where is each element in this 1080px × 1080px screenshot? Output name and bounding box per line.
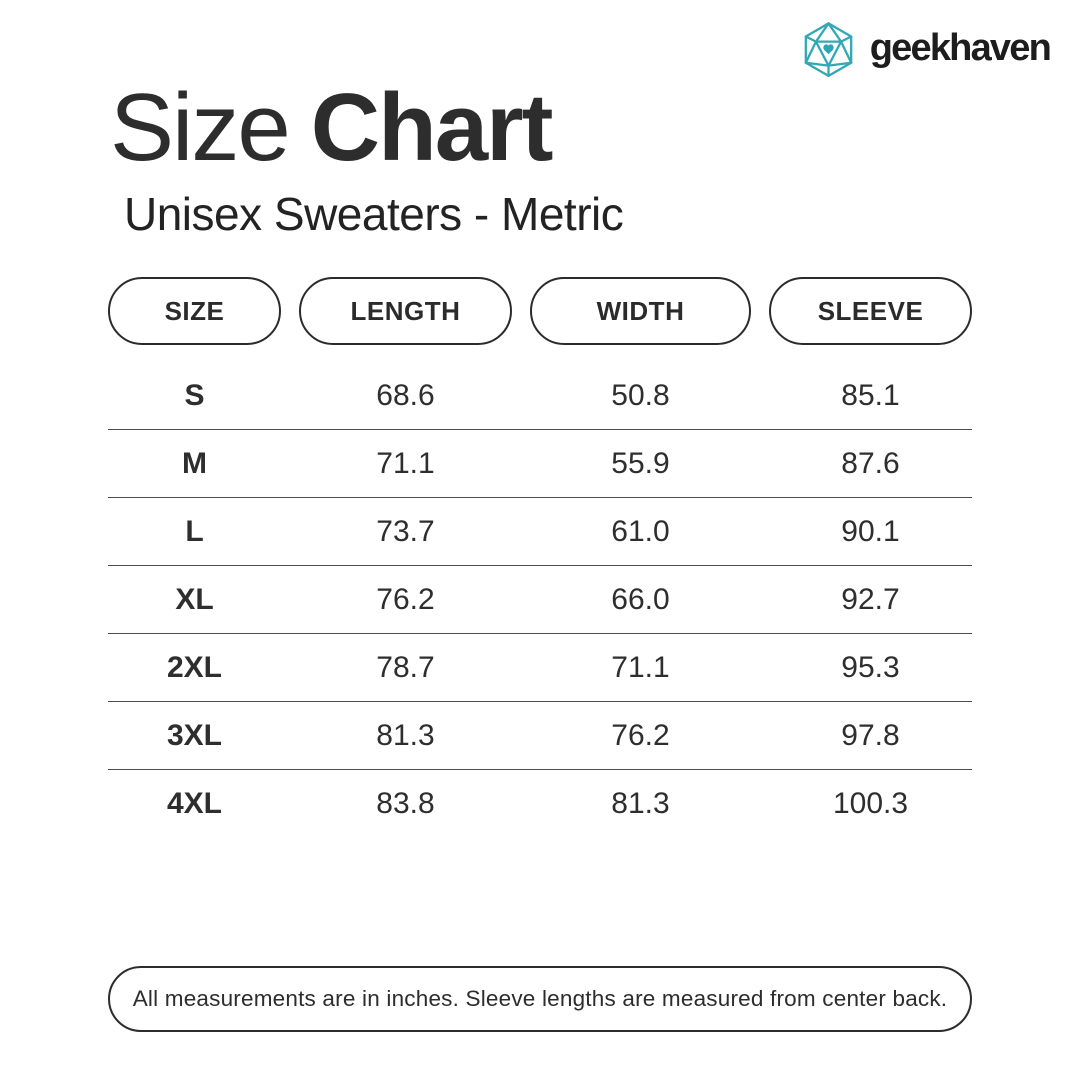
- header-pill-length: LENGTH: [299, 277, 512, 345]
- cell-length: 76.2: [376, 582, 435, 616]
- table-row: XL 76.2 66.0 92.7: [108, 566, 972, 634]
- table-row: 2XL 78.7 71.1 95.3: [108, 634, 972, 702]
- header-pill-size: SIZE: [108, 277, 281, 345]
- page-title-bold: Chart: [310, 74, 554, 181]
- cell-length: 68.6: [376, 378, 435, 412]
- cell-length: 81.3: [376, 718, 435, 752]
- table-body: S 68.6 50.8 85.1 M 71.1 55.9 87.6 L 73.7…: [108, 362, 972, 838]
- cell-sleeve: 87.6: [841, 446, 900, 480]
- cell-size: 3XL: [166, 718, 223, 752]
- cell-width: 66.0: [611, 582, 670, 616]
- table-header-row: SIZE LENGTH WIDTH SLEEVE: [108, 277, 972, 345]
- cell-width: 55.9: [611, 446, 670, 480]
- table-row: 4XL 83.8 81.3 100.3: [108, 770, 972, 838]
- cell-width: 50.8: [611, 378, 670, 412]
- cell-sleeve: 100.3: [832, 787, 909, 820]
- table-row: 3XL 81.3 76.2 97.8: [108, 702, 972, 770]
- cell-size: S: [184, 378, 205, 412]
- brand-name: geekhaven: [869, 27, 1052, 69]
- cell-size: 4XL: [166, 787, 223, 820]
- d20-heart-icon: [804, 22, 853, 77]
- table-row: M 71.1 55.9 87.6: [108, 430, 972, 498]
- page-title: Size Chart: [110, 77, 623, 179]
- cell-size: XL: [175, 582, 214, 616]
- cell-length: 83.8: [376, 787, 435, 820]
- cell-length: 73.7: [376, 514, 435, 548]
- cell-width: 71.1: [611, 650, 670, 684]
- cell-sleeve: 97.8: [841, 718, 900, 752]
- cell-length: 71.1: [376, 446, 435, 480]
- cell-sleeve: 92.7: [841, 582, 900, 616]
- page-title-light: Size: [110, 74, 291, 181]
- cell-size: 2XL: [166, 650, 223, 684]
- header-pill-sleeve: SLEEVE: [769, 277, 972, 345]
- cell-width: 76.2: [611, 718, 670, 752]
- cell-size: L: [185, 514, 204, 548]
- table-row: L 73.7 61.0 90.1: [108, 498, 972, 566]
- cell-sleeve: 95.3: [841, 650, 900, 684]
- title-block: Size Chart Unisex Sweaters - Metric: [110, 77, 624, 241]
- cell-size: M: [182, 446, 207, 480]
- page-subtitle: Unisex Sweaters - Metric: [124, 187, 624, 240]
- cell-sleeve: 85.1: [841, 378, 900, 412]
- brand-logo: geekhaven: [800, 20, 1052, 77]
- cell-width: 61.0: [611, 514, 670, 548]
- cell-sleeve: 90.1: [841, 514, 900, 548]
- cell-length: 78.7: [376, 650, 435, 684]
- header-pill-width: WIDTH: [530, 277, 751, 345]
- table-row: S 68.6 50.8 85.1: [108, 362, 972, 430]
- cell-width: 81.3: [611, 787, 670, 820]
- measurement-note: All measurements are in inches. Sleeve l…: [108, 966, 972, 1032]
